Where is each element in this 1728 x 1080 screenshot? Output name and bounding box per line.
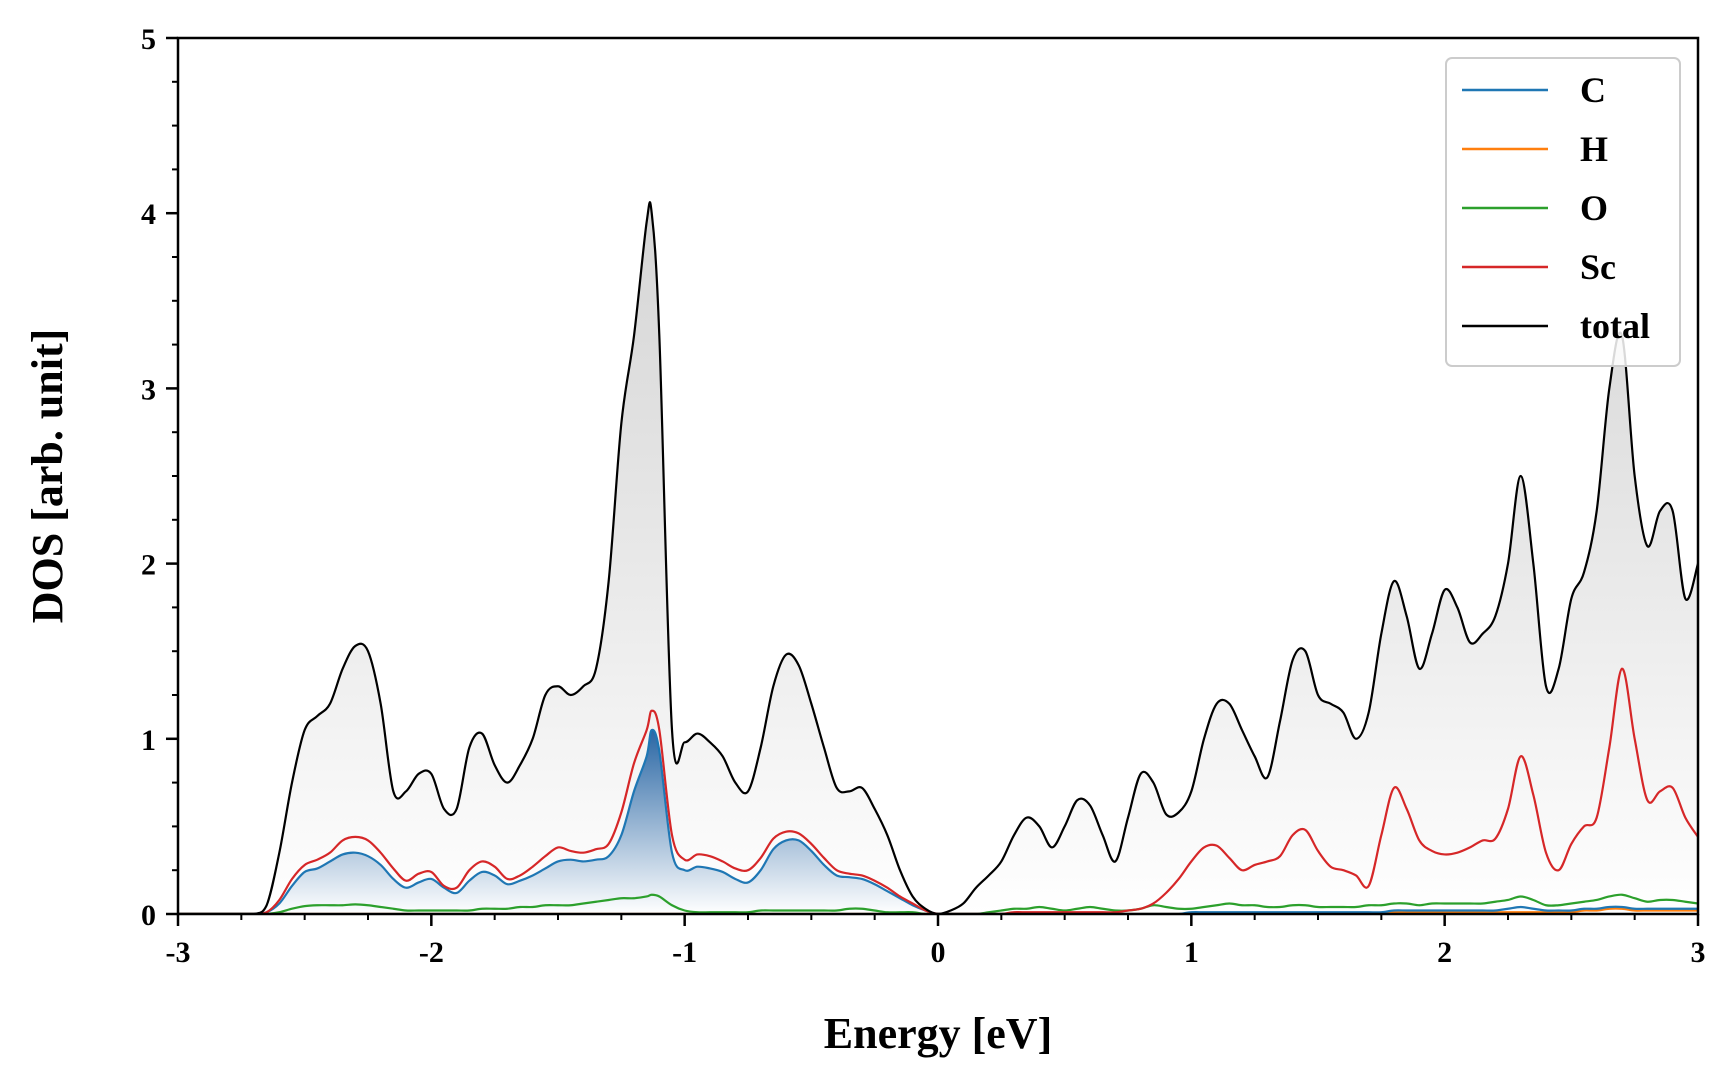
legend-label-c: C	[1580, 70, 1606, 110]
x-tick-label: 2	[1437, 936, 1452, 969]
area-fill-total	[178, 202, 1698, 914]
axes: -3 -2 -1 0 1 2 3 0 1 2 3 4 5	[141, 23, 1706, 969]
x-axis-label: Energy [eV]	[824, 1009, 1053, 1058]
legend-label-sc: Sc	[1580, 247, 1616, 287]
x-tick-label: -2	[419, 936, 444, 969]
legend: CHO Sc total	[1445, 57, 1681, 367]
legend-label-o: O	[1580, 188, 1608, 228]
y-tick-label: 4	[141, 198, 156, 231]
legend-label-h: H	[1580, 129, 1608, 169]
y-tick-label: 2	[141, 549, 156, 582]
x-tick-label: 1	[1184, 936, 1199, 969]
y-tick-label: 5	[141, 23, 156, 56]
area-fill-c	[178, 729, 1698, 914]
x-tick-label: -3	[166, 936, 191, 969]
legend-frame	[1445, 57, 1681, 367]
x-tick-label: 0	[931, 936, 946, 969]
x-tick-label: -1	[672, 936, 697, 969]
series-line-sc	[178, 667, 1698, 914]
legend-label-total: total	[1580, 306, 1650, 346]
y-tick-label: 1	[141, 724, 156, 757]
area-fills	[178, 202, 1698, 914]
y-axis-label: DOS [arb. unit]	[23, 329, 72, 624]
y-tick-label: 0	[141, 899, 156, 932]
y-tick-label: 3	[141, 373, 156, 406]
series-line-o	[178, 893, 1698, 914]
series-line-h	[178, 907, 1698, 914]
series-line-c	[178, 728, 1698, 914]
x-tick-label: 3	[1691, 936, 1706, 969]
